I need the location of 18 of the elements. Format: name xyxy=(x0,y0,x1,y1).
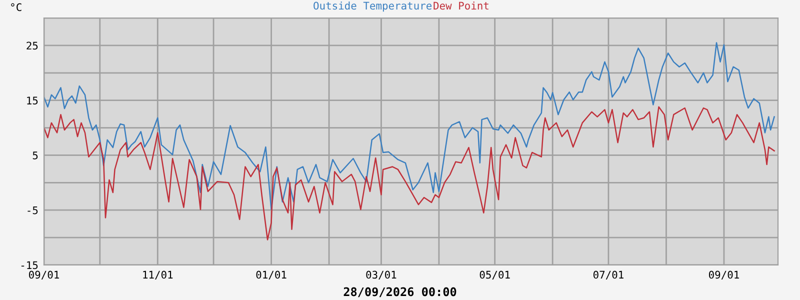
y-tick-label: 5 xyxy=(32,152,38,160)
x-tick-label: 01/01 xyxy=(256,270,286,280)
text: Dew Point xyxy=(434,2,488,10)
y-tick-label: -15 xyxy=(21,261,38,270)
x-tick-label: 07/01 xyxy=(593,270,624,280)
x-tick-label: 03/01 xyxy=(366,270,396,280)
x-tick-label: 09/01 xyxy=(29,270,59,280)
line-series xyxy=(44,42,775,210)
line-series xyxy=(44,106,775,240)
x-axis-title: 28/09/2026 00:00 xyxy=(344,287,456,298)
x-tick-label: 11/01 xyxy=(143,270,173,280)
x-tick-label: 09/01 xyxy=(708,270,739,280)
x-tick-label: 05/01 xyxy=(480,270,510,280)
text: Outside Temperature xyxy=(314,2,432,12)
y-tick-label: 15 xyxy=(27,96,38,104)
y-tick-label: 25 xyxy=(26,42,38,50)
y-tick-label: -5 xyxy=(28,206,38,214)
y-axis-title: °C xyxy=(11,3,22,12)
